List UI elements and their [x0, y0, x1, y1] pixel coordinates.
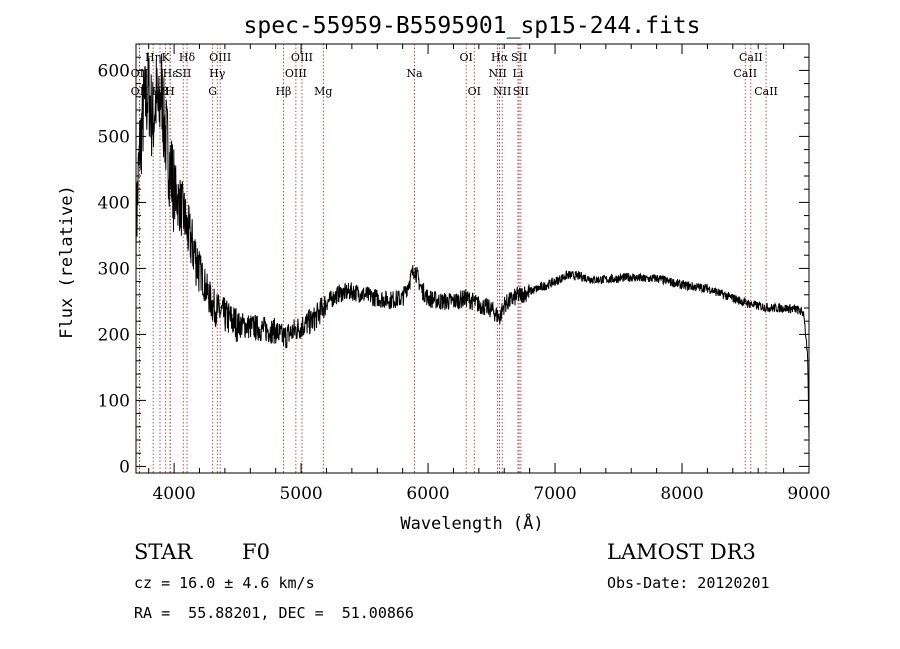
line-marker-label: K: [162, 51, 171, 64]
y-tick-label: 0: [119, 457, 130, 477]
spectral-line-markers: [139, 44, 767, 473]
x-tick-label: 5000: [279, 484, 322, 504]
line-marker-label: OI: [468, 85, 481, 98]
axis-ticks: [136, 43, 810, 473]
x-tick-label: 7000: [533, 484, 576, 504]
line-marker-label: NII: [488, 67, 506, 80]
line-marker-label: CaII: [754, 85, 778, 98]
line-marker-label: G: [208, 85, 217, 98]
line-marker-label: Li: [513, 67, 524, 80]
plot-frame: [135, 43, 810, 474]
object-class: STAR: [134, 540, 193, 564]
object-subclass: F0: [242, 540, 270, 564]
y-tick-label: 500: [98, 127, 130, 147]
line-marker-label: NII: [493, 85, 511, 98]
y-tick-label: 300: [98, 259, 130, 279]
line-marker-label: Hα: [491, 51, 509, 64]
survey-name: LAMOST DR3: [607, 540, 756, 564]
line-marker-label: OIII: [291, 51, 313, 64]
line-marker-label: Hδ: [179, 51, 196, 64]
y-tick-label: 400: [98, 193, 130, 213]
line-marker-label: SII: [511, 51, 527, 64]
x-tick-label: 8000: [660, 484, 703, 504]
x-tick-label: 4000: [152, 484, 195, 504]
line-marker-label: SII: [513, 85, 529, 98]
line-marker-label: Na: [406, 67, 423, 80]
line-marker-label: Hβ: [275, 85, 291, 98]
line-marker-label: OIII: [285, 67, 307, 80]
y-tick-label: 100: [98, 391, 130, 411]
line-marker-label: SII: [175, 67, 191, 80]
line-marker-label: Hη: [145, 51, 161, 64]
y-tick-label: 200: [98, 325, 130, 345]
line-marker-label: Hγ: [209, 67, 226, 80]
line-marker-label: CaII: [739, 51, 763, 64]
observation-date: Obs-Date: 20120201: [607, 574, 770, 592]
x-axis-label: Wavelength (Å): [400, 512, 543, 534]
sky-coordinates: RA = 55.88201, DEC = 51.00866: [134, 604, 414, 622]
line-marker-label: OIII: [209, 51, 231, 64]
x-tick-label: 9000: [787, 484, 830, 504]
y-axis-label: Flux (relative): [57, 185, 77, 339]
line-marker-label: H: [165, 85, 175, 98]
line-marker-label: OI: [459, 51, 472, 64]
line-marker-label: CaII: [733, 67, 757, 80]
line-marker-label: Mg: [314, 85, 332, 98]
spectrum-line: [135, 52, 810, 438]
line-marker-label: Hε: [163, 67, 179, 80]
redshift-velocity: cz = 16.0 ± 4.6 km/s: [134, 574, 315, 592]
x-tick-label: 6000: [406, 484, 449, 504]
y-tick-label: 600: [98, 61, 130, 81]
axis-tick-labels: 4000 5000 6000 7000 8000 9000 0 100 200 300 400 500…: [98, 61, 831, 504]
chart-title: spec-55959-B5595901_sp15-244.fits: [244, 13, 701, 39]
